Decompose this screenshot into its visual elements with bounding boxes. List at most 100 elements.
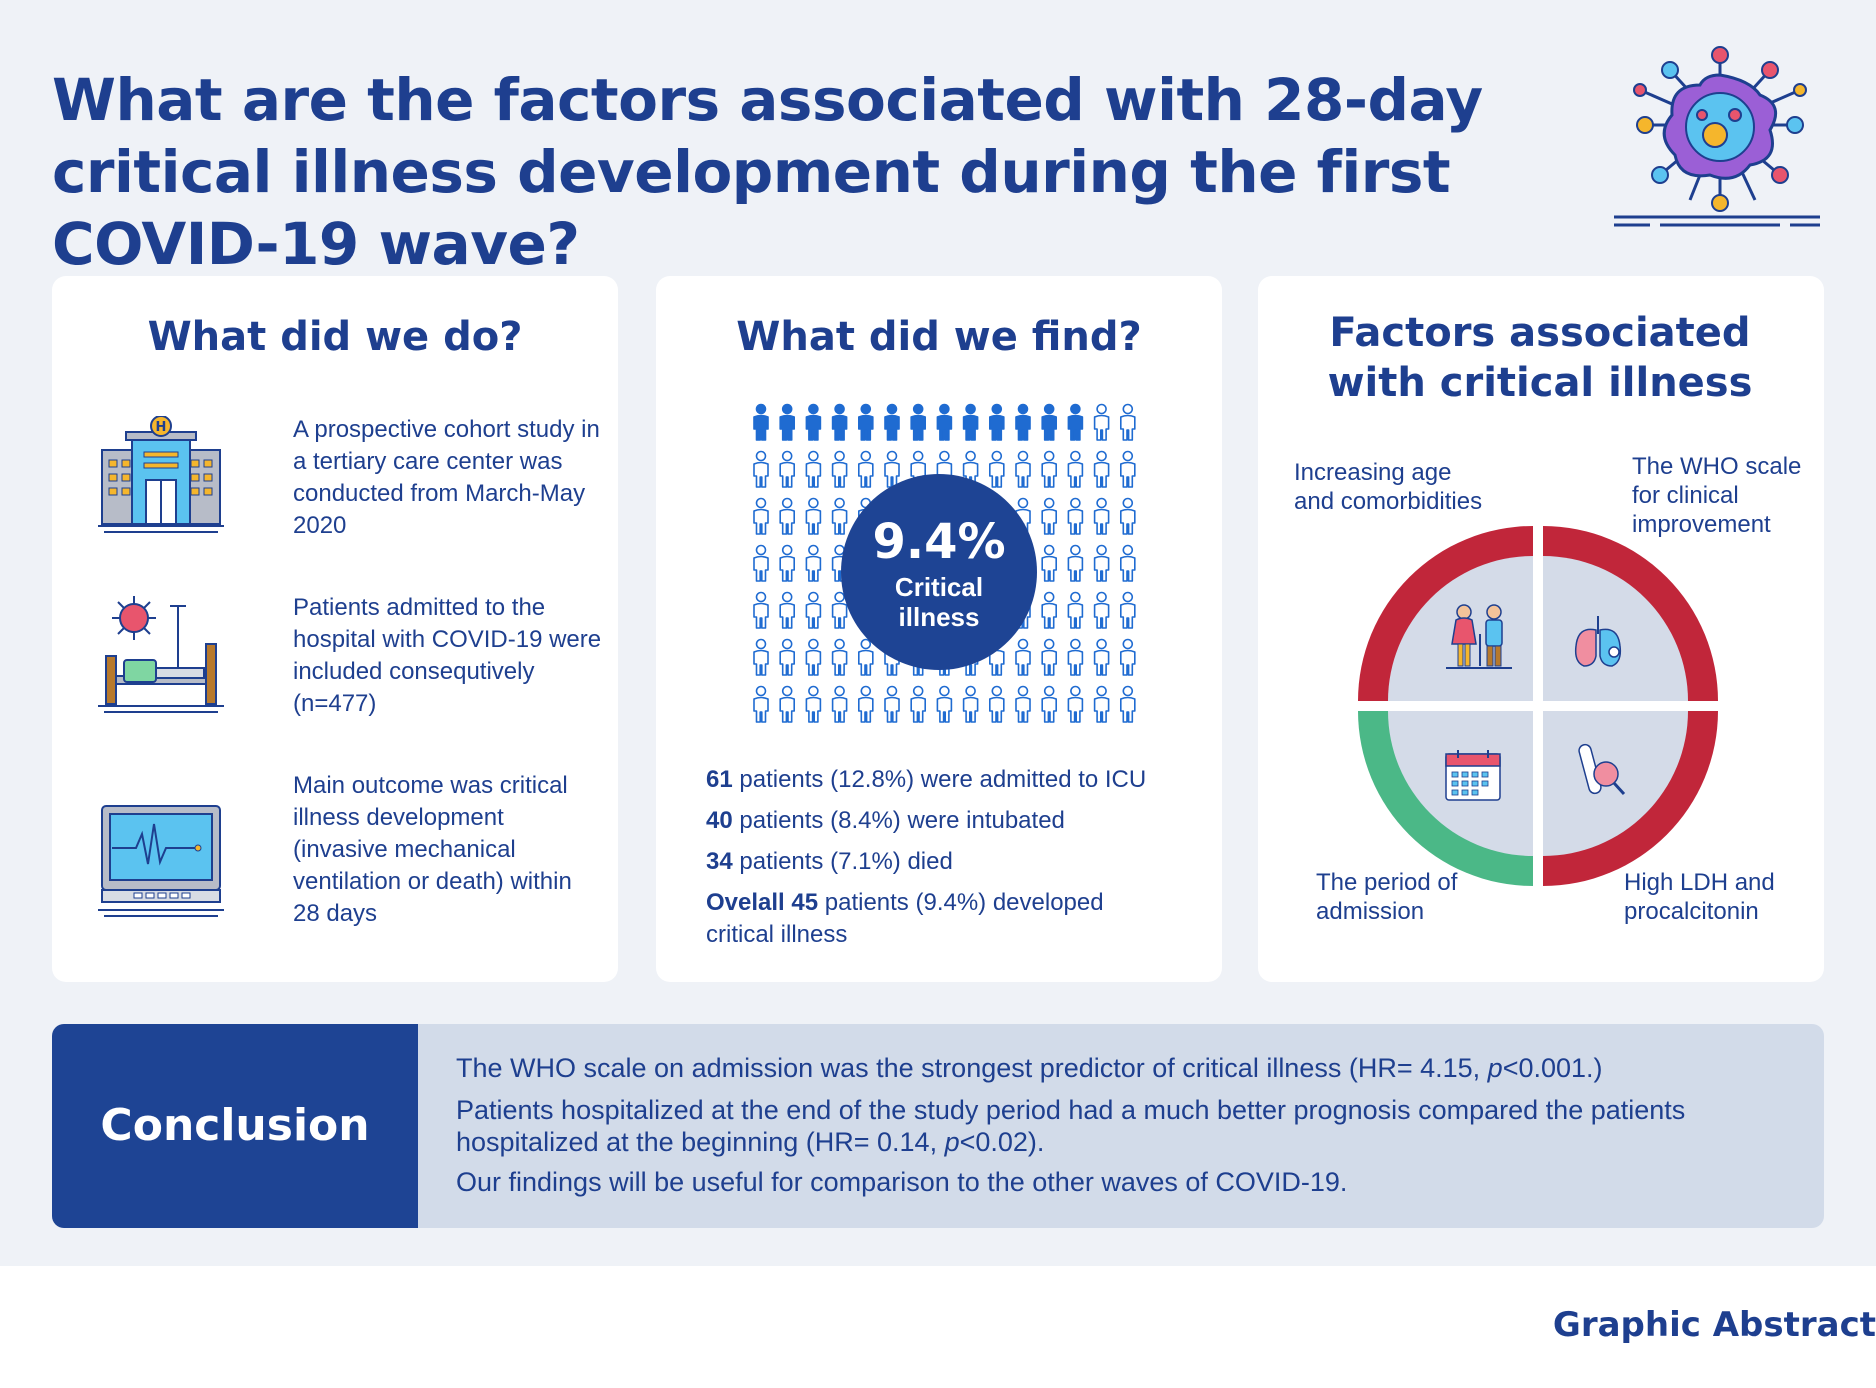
person-icon-filled: [989, 403, 1005, 441]
person-icon: [1119, 685, 1136, 723]
stat-died: 34 patients (7.1%) died: [706, 848, 953, 875]
person-icon: [936, 685, 953, 723]
stat-icu: 61 patients (12.8%) were admitted to ICU: [706, 766, 1147, 793]
person-icon: [1093, 591, 1110, 629]
person-icon-filled: [805, 403, 822, 441]
person-icon: [1119, 450, 1136, 488]
callout-value: 9.4%: [872, 514, 1006, 570]
person-icon: [1093, 544, 1110, 582]
person-icon: [831, 450, 848, 488]
person-icon: [1041, 544, 1058, 582]
person-icon: [779, 497, 796, 535]
person-icon: [962, 685, 979, 723]
what-did-we-do-panel: What did we do? H A prospective cohort s…: [52, 276, 618, 982]
svg-text:H: H: [156, 420, 167, 435]
person-icon: [1067, 685, 1084, 723]
factors-panel: Factors associated with critical illness…: [1258, 276, 1824, 982]
critical-illness-callout: [841, 474, 1037, 670]
callout-circle: [841, 474, 1037, 670]
person-icon-filled: [779, 403, 796, 441]
person-icon: [1015, 685, 1031, 723]
person-icon: [753, 685, 769, 723]
person-icon-filled: [1041, 403, 1058, 441]
hospital-icon: H: [98, 416, 224, 533]
person-icon: [1015, 638, 1031, 676]
lungs-virus-icon: [1574, 616, 1622, 667]
person-icon: [779, 591, 796, 629]
person-icon: [1067, 497, 1084, 535]
person-icon-filled: [831, 403, 848, 441]
person-icon: [910, 685, 926, 723]
person-icon-filled: [1015, 403, 1031, 441]
person-icon: [805, 638, 822, 676]
what-did-we-find-panel: What did we find? 9.4% Critical illness …: [656, 276, 1222, 982]
person-icon: [779, 685, 796, 723]
person-icon: [858, 685, 874, 723]
factors-ring: [1358, 526, 1718, 886]
person-icon: [1093, 450, 1110, 488]
conclusion-line-1: The WHO scale on admission was the stron…: [456, 1053, 1603, 1083]
person-icon: [1067, 591, 1084, 629]
person-icon: [1119, 544, 1136, 582]
person-icon-filled: [910, 403, 926, 441]
person-icon: [753, 544, 769, 582]
person-icon-filled: [858, 403, 874, 441]
conclusion-line-2: Patients hospitalized at the end of the …: [456, 1095, 1686, 1157]
coronavirus-icon: [1614, 46, 1820, 227]
person-icon: [805, 591, 822, 629]
person-icon: [779, 450, 796, 488]
person-icon: [1041, 638, 1058, 676]
person-icon: [1067, 638, 1084, 676]
person-icon: [1041, 591, 1058, 629]
conclusion-heading: Conclusion: [100, 1100, 370, 1151]
person-icon: [1041, 450, 1058, 488]
person-icon: [1093, 497, 1110, 535]
ring-inner-who-scale: [1543, 556, 1688, 701]
person-icon: [1015, 450, 1031, 488]
page-title: What are the factors associated with 28-…: [52, 66, 1483, 278]
person-icon: [831, 497, 848, 535]
person-icon: [1067, 544, 1084, 582]
person-icon: [884, 685, 900, 723]
factors-heading: Factors associated with critical illness: [1327, 310, 1753, 406]
person-icon: [805, 450, 822, 488]
factor-label-ldh: High LDH and procalcitonin: [1624, 869, 1775, 925]
person-icon: [831, 685, 848, 723]
callout-label: Critical illness: [894, 572, 984, 632]
factor-label-who-scale: The WHO scale for clinical improvement: [1632, 453, 1802, 538]
person-icon: [805, 544, 822, 582]
graphic-abstract-label: Graphic Abstract: [1552, 1305, 1876, 1345]
person-icon: [831, 591, 848, 629]
stat-intubated: 40 patients (8.4%) were intubated: [706, 807, 1065, 834]
person-icon-filled: [1067, 403, 1084, 441]
conclusion-line-3: Our findings will be useful for comparis…: [456, 1167, 1348, 1197]
person-icon: [1119, 638, 1136, 676]
person-icon-filled: [962, 403, 979, 441]
person-icon-filled: [753, 403, 769, 441]
factor-label-period: The period of admission: [1316, 869, 1458, 925]
person-icon: [989, 685, 1005, 723]
conclusion-box: Conclusion The WHO scale on admission wa…: [52, 1024, 1824, 1228]
person-icon: [884, 450, 900, 488]
person-icon: [779, 544, 796, 582]
calendar-icon: [1445, 750, 1501, 801]
person-icon: [1041, 685, 1058, 723]
person-icon: [831, 638, 848, 676]
person-icon: [858, 450, 874, 488]
step-text-study: A prospective cohort study in a tertiary…: [293, 416, 600, 539]
person-icon: [753, 450, 769, 488]
person-icon: [753, 591, 769, 629]
person-icon: [1041, 497, 1058, 535]
what-did-we-find-heading: What did we find?: [736, 314, 1142, 360]
person-icon: [1067, 450, 1084, 488]
person-icon: [753, 497, 769, 535]
conclusion-label-block: [52, 1024, 418, 1228]
test-tube-magnifier-icon: [1578, 743, 1626, 796]
person-icon: [858, 638, 874, 676]
person-icon: [1093, 685, 1110, 723]
person-icon: [1119, 403, 1136, 441]
heart-monitor-icon: [98, 805, 224, 917]
step-text-outcome: Main outcome was critical illness develo…: [293, 772, 572, 927]
person-icon: [753, 638, 769, 676]
person-icon-filled: [936, 403, 953, 441]
